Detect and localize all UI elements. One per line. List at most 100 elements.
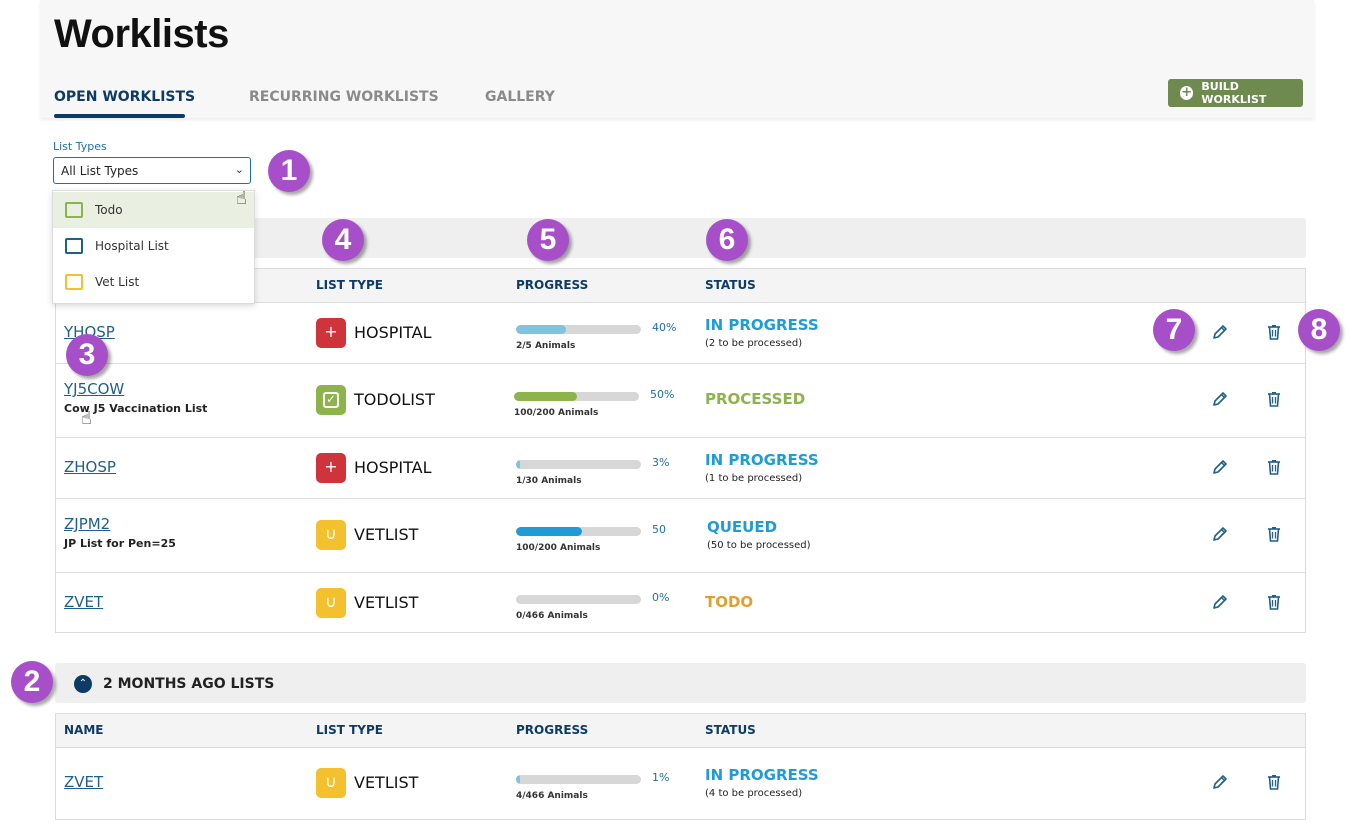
edit-pencil-icon[interactable] [1211,458,1229,476]
worklist-name-link[interactable]: ZVET [64,773,104,791]
option-vet-list[interactable]: Vet List [53,264,254,300]
status-label: IN PROGRESS [705,315,819,334]
option-label: Vet List [95,275,140,289]
edit-pencil-icon[interactable] [1211,593,1229,611]
todo-check-icon: ✓ [316,385,346,415]
list-types-select[interactable]: All List Types ⌄ [53,157,251,184]
progress-bar [516,775,641,784]
progress-bar-fill [516,324,566,334]
marker-7: 7 [1153,309,1195,351]
progress-bar [516,324,641,334]
column-list-type: LIST TYPE [316,723,383,737]
table-row: YHOSP + HOSPITAL 40% 2/5 Animals IN PROGRESS(… [56,302,1305,364]
delete-trash-icon[interactable] [1265,593,1283,611]
worklist-name-link[interactable]: ZHOSP [64,457,116,476]
progress-percent: 3% [652,455,670,469]
marker-8: 8 [1298,309,1340,351]
progress-percent: 0% [652,590,670,604]
list-type-label: VETLIST [354,525,419,544]
build-worklist-label: BUILD WORKLIST [1201,80,1267,106]
delete-trash-icon[interactable] [1265,525,1283,543]
delete-trash-icon[interactable] [1265,458,1283,476]
delete-trash-icon[interactable] [1265,773,1283,791]
progress-bar [516,527,641,536]
list-types-dropdown: Todo Hospital List Vet List [52,190,255,304]
worklist-table-current: LIST TYPE PROGRESS STATUS YHOSP + HOSPITAL… [55,268,1306,633]
progress-bar [514,392,639,401]
progress-bar-fill [516,527,583,536]
edit-pencil-icon[interactable] [1211,390,1229,408]
pointer-cursor-icon: ☝ [81,408,92,429]
column-list-type: LIST TYPE [316,278,383,292]
hospital-icon: + [316,317,346,348]
marker-5: 5 [527,219,569,261]
status-detail: (50 to be processed) [707,540,811,551]
group-bar-current [55,218,1306,258]
checkbox[interactable] [65,202,83,218]
column-progress: PROGRESS [516,723,589,737]
option-todo[interactable]: Todo [53,192,254,228]
chevron-up-icon[interactable]: ⌃ [74,675,92,693]
column-status: STATUS [705,723,756,737]
progress-percent: 50 [652,523,666,536]
stethoscope-icon: ∪ [316,520,346,550]
edit-pencil-icon[interactable] [1211,773,1229,791]
worklist-table-older: NAME LIST TYPE PROGRESS STATUS ZVET ∪ VETL… [55,713,1306,820]
list-type-label: VETLIST [354,592,419,612]
worklist-name-link[interactable]: ZJPM2 [64,515,111,533]
worklist-name-link[interactable]: YJ5COW [64,380,125,398]
stethoscope-icon: ∪ [316,587,346,618]
tab-open-worklists[interactable]: OPEN WORKLISTS [54,89,196,105]
list-types-value: All List Types [61,164,139,178]
edit-pencil-icon[interactable] [1211,323,1229,341]
build-worklist-button[interactable]: + BUILD WORKLIST [1168,79,1303,107]
plus-circle-icon: + [1180,85,1194,100]
delete-trash-icon[interactable] [1265,390,1283,408]
column-status: STATUS [705,278,756,292]
status-label: PROCESSED [705,390,806,408]
checkbox[interactable] [65,274,83,290]
marker-6: 6 [706,219,748,261]
chevron-down-icon: ⌄ [234,163,244,176]
group-bar-older [55,663,1306,703]
table-row: ZJPM2 JP List for Pen=25 ∪ VETLIST 50 100/200… [56,498,1305,573]
animal-count: 2/5 Animals [516,340,576,351]
header [40,0,1314,118]
pointer-cursor-icon: ☝ [236,188,247,209]
animal-count: 4/466 Animals [516,791,588,801]
worklist-name-link[interactable]: ZVET [64,592,104,611]
animal-count: 0/466 Animals [516,610,588,621]
tab-gallery[interactable]: GALLERY [485,89,555,105]
column-name: NAME [64,723,104,737]
checkbox[interactable] [65,238,83,254]
option-hospital-list[interactable]: Hospital List [53,228,254,264]
status-label: IN PROGRESS [705,766,819,784]
edit-pencil-icon[interactable] [1211,525,1229,543]
marker-4: 4 [322,219,364,261]
marker-3: 3 [66,334,108,376]
progress-bar-fill [516,459,520,469]
status-label: IN PROGRESS [705,450,819,469]
animal-count: 1/30 Animals [516,475,582,486]
delete-trash-icon[interactable] [1265,323,1283,341]
list-type-label: HOSPITAL [354,322,432,342]
status-detail: (1 to be processed) [705,472,803,484]
list-type-label: HOSPITAL [354,457,432,477]
marker-1: 1 [268,150,310,192]
progress-percent: 40% [652,320,677,334]
tab-recurring-worklists[interactable]: RECURRING WORKLISTS [249,89,439,105]
option-label: Todo [95,203,123,217]
progress-percent: 50% [650,388,675,401]
marker-2: 2 [11,661,53,703]
worklist-description: JP List for Pen=25 [64,537,176,550]
progress-bar [516,459,641,469]
page-title: Worklists [54,12,229,56]
worklist-description: Cow J5 Vaccination List [64,402,208,415]
animal-count: 100/200 Animals [514,408,599,418]
column-progress: PROGRESS [516,278,589,292]
list-types-label: List Types [53,140,107,153]
table-row: ZVET ∪ VETLIST 0% 0/466 Animals TODO [56,572,1305,633]
table-row: ZVET ∪ VETLIST 1% 4/466 Animals IN PROGRESS (4… [56,747,1305,819]
table-row: ZHOSP + HOSPITAL 3% 1/30 Animals IN PROGRESS (… [56,437,1305,499]
progress-bar-fill [514,392,577,401]
